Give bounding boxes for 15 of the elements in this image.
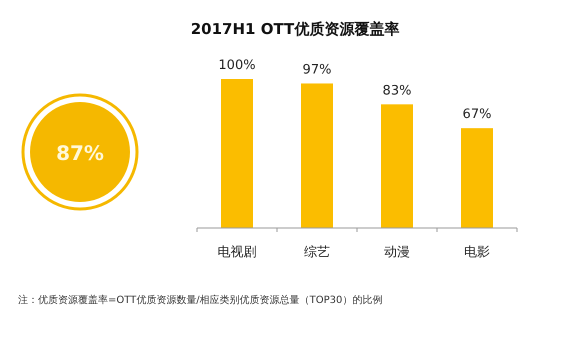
x-tick-label: 综艺	[304, 245, 330, 260]
data-label: 67%	[462, 107, 492, 122]
data-label: 97%	[302, 62, 332, 78]
bar	[301, 83, 333, 228]
text: 注：优质资源覆盖率=OTT优质资源数量/相应类别优质资源总量（TOP30）的比例	[18, 294, 382, 306]
bar	[221, 79, 253, 228]
x-tick-label: 电视剧	[218, 245, 256, 260]
data-label: 100%	[218, 58, 256, 73]
text: 87%	[56, 141, 104, 165]
x-tick-label: 动漫	[384, 245, 410, 260]
bar	[461, 128, 493, 228]
chart-title: 2017H1 OTT优质资源覆盖率	[190, 20, 400, 38]
data-label: 83%	[382, 83, 412, 98]
bar	[381, 104, 413, 228]
x-tick-label: 电影	[464, 245, 490, 260]
